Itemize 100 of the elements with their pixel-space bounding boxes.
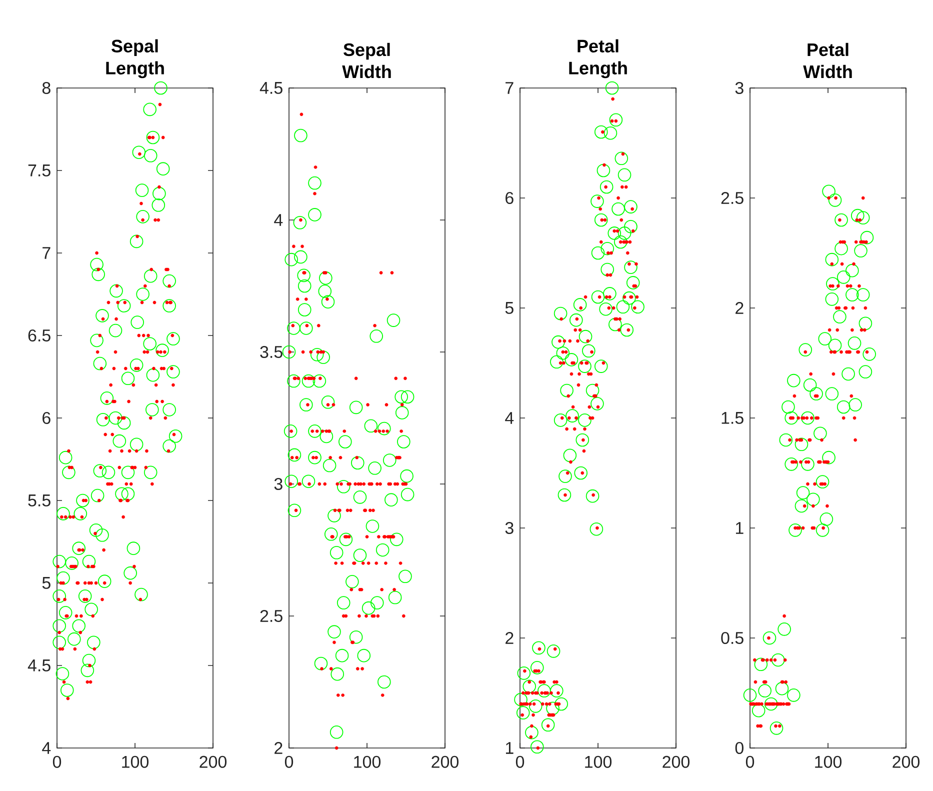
y-tick-label: 2.5	[260, 610, 282, 622]
x-tick-label: 0	[52, 756, 62, 768]
y-tick-label: 4	[42, 742, 51, 754]
y-tick-label: 3.5	[260, 346, 282, 358]
point	[825, 252, 839, 266]
y-tick-label: 7.5	[28, 164, 50, 176]
y-tick-label: 2	[274, 742, 282, 754]
point	[860, 230, 874, 244]
point	[784, 458, 798, 471]
point	[787, 688, 800, 702]
point	[862, 348, 876, 361]
point	[846, 264, 859, 278]
x-tick-label: 100	[585, 756, 612, 768]
y-tick-label: 6	[506, 192, 514, 204]
point	[779, 433, 793, 447]
point	[834, 242, 848, 256]
point	[810, 387, 823, 400]
x-tick-label: 200	[432, 756, 459, 768]
chart-title: Petal Length	[569, 39, 627, 78]
y-tick-label: 7	[42, 247, 50, 259]
point	[826, 277, 840, 290]
point	[816, 524, 830, 537]
point	[775, 682, 789, 696]
point	[743, 688, 757, 702]
point	[846, 288, 859, 302]
point	[858, 316, 872, 330]
point	[798, 343, 812, 356]
point	[828, 338, 842, 352]
y-tick-label: 6	[42, 412, 50, 424]
point	[834, 213, 848, 227]
y-tick-label: 4	[274, 214, 283, 226]
x-tick-label: 100	[122, 756, 149, 768]
x-tick-label: 0	[516, 756, 524, 768]
point	[825, 387, 839, 400]
point	[806, 492, 820, 506]
point	[854, 244, 868, 258]
point	[778, 622, 791, 636]
point	[770, 722, 784, 735]
x-tick-label: 0	[284, 756, 294, 768]
point	[752, 704, 766, 718]
point	[836, 400, 850, 414]
y-tick-label: 4	[505, 412, 514, 424]
y-tick-label: 1	[736, 522, 744, 534]
point	[796, 486, 810, 500]
point	[828, 194, 842, 207]
point	[782, 400, 795, 414]
chart-title: Petal Width	[803, 42, 852, 78]
y-tick-label: 2	[736, 302, 744, 314]
point	[762, 631, 776, 645]
y-tick-label: 1.5	[722, 412, 744, 424]
y-tick-label: 6.5	[28, 329, 50, 342]
point	[850, 208, 864, 222]
y-tick-label: 3	[735, 82, 744, 94]
point	[820, 512, 834, 526]
y-tick-label: 5.5	[28, 494, 50, 506]
point	[801, 411, 814, 425]
point	[848, 398, 862, 412]
y-tick-label: 0	[735, 742, 744, 754]
point	[788, 524, 802, 537]
point	[836, 270, 850, 284]
y-tick-label: 3	[274, 478, 282, 490]
point	[771, 653, 785, 667]
point	[856, 288, 870, 302]
y-tick-label: 1	[506, 742, 514, 754]
point	[754, 658, 768, 672]
y-tick-label: 4.5	[260, 82, 282, 94]
point	[794, 438, 808, 452]
x-tick-label: 200	[662, 756, 690, 768]
point	[816, 475, 830, 488]
point	[787, 374, 800, 388]
point	[825, 292, 839, 306]
x-tick-label: 200	[200, 756, 227, 768]
point	[856, 211, 870, 224]
y-tick-label: 2.5	[721, 192, 744, 204]
x-tick-label: 100	[815, 756, 842, 768]
y-tick-label: 2	[506, 632, 514, 644]
point	[848, 336, 862, 350]
point	[833, 310, 846, 324]
y-tick-label: 5	[505, 302, 514, 314]
point	[818, 332, 832, 346]
y-tick-label: 7	[506, 82, 514, 94]
chart-title: Sepal Width	[342, 42, 391, 78]
point	[842, 367, 855, 381]
x-tick-label: 100	[354, 756, 381, 768]
x-tick-label: 0	[746, 756, 754, 768]
point	[814, 426, 827, 440]
chart-title: Sepal Length	[106, 39, 164, 78]
y-tick-label: 3	[505, 522, 514, 534]
y-tick-label: 4.5	[28, 660, 50, 672]
point	[758, 684, 772, 698]
point	[764, 697, 778, 711]
y-tick-label: 0.5	[721, 632, 744, 644]
point	[858, 365, 872, 378]
point	[794, 499, 808, 513]
point	[822, 184, 836, 198]
x-tick-label: 200	[892, 756, 920, 768]
point	[784, 411, 798, 425]
point	[801, 458, 814, 471]
point	[803, 378, 817, 392]
y-tick-label: 8	[42, 82, 50, 94]
